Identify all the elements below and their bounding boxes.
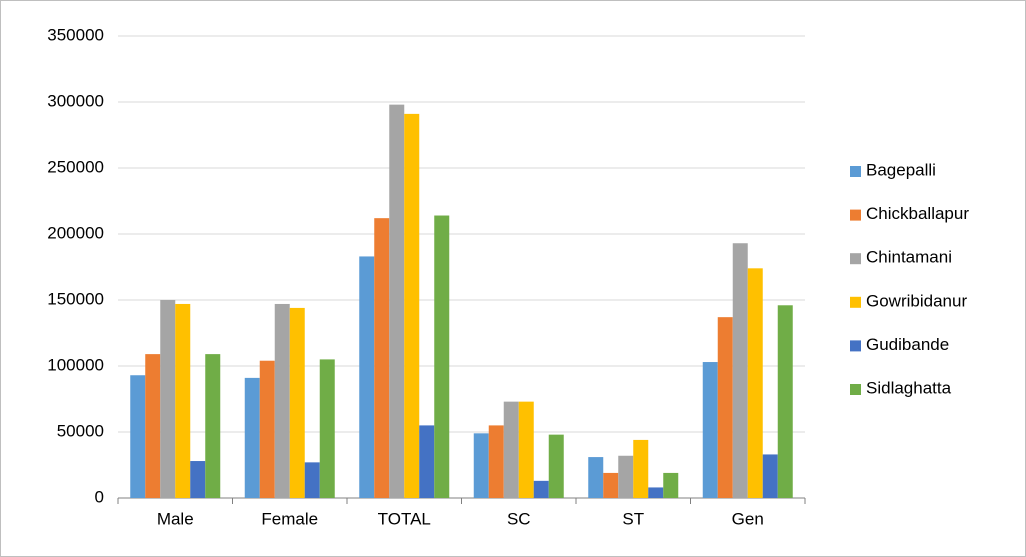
y-tick-label: 150000 — [47, 289, 104, 308]
bar — [289, 307, 305, 498]
bar — [190, 461, 206, 498]
bar — [244, 377, 260, 498]
x-tick-label: Female — [261, 509, 318, 528]
legend-swatch — [850, 296, 861, 308]
bar — [648, 487, 664, 498]
legend-label: Bagepalli — [866, 160, 936, 179]
bar — [419, 425, 435, 498]
bar — [548, 434, 564, 498]
legend-label: Chintamani — [866, 248, 952, 267]
bar — [259, 360, 275, 498]
bar — [319, 359, 335, 498]
bar — [618, 455, 634, 498]
bar — [503, 401, 519, 498]
x-tick-label: Male — [157, 509, 194, 528]
legend-swatch — [850, 209, 861, 221]
x-tick-label: ST — [622, 509, 644, 528]
legend-label: Sidlaghatta — [866, 378, 952, 397]
bar — [160, 300, 176, 498]
bar — [518, 401, 534, 498]
bar — [533, 480, 549, 498]
bar — [145, 354, 161, 498]
bar — [747, 268, 763, 498]
bar — [389, 104, 405, 498]
y-tick-label: 250000 — [47, 157, 104, 176]
legend-swatch — [850, 384, 861, 395]
bar — [488, 425, 504, 498]
y-tick-label: 0 — [95, 487, 104, 506]
bar — [732, 243, 748, 498]
bar — [762, 454, 778, 498]
x-tick-label: TOTAL — [378, 509, 431, 528]
bar — [663, 472, 679, 498]
legend-swatch — [850, 253, 861, 265]
bar — [633, 439, 649, 498]
y-tick-label: 100000 — [47, 355, 104, 374]
x-tick-label: SC — [507, 509, 531, 528]
x-tick-label: Gen — [732, 509, 764, 528]
y-tick-label: 50000 — [57, 421, 104, 440]
bar — [777, 305, 793, 498]
bar — [205, 354, 221, 498]
bar — [274, 303, 290, 498]
bar — [434, 215, 450, 498]
legend-swatch — [850, 340, 861, 352]
legend-swatch — [850, 166, 861, 177]
legend-label: Gudibande — [866, 335, 949, 354]
bar — [588, 457, 604, 498]
bar — [603, 472, 619, 498]
bar — [717, 317, 733, 498]
bar — [473, 433, 489, 498]
bar — [359, 256, 375, 498]
y-tick-label: 200000 — [47, 223, 104, 242]
bar — [404, 113, 420, 498]
bar — [374, 218, 390, 498]
bar — [175, 303, 191, 498]
legend-label: Chickballapur — [866, 204, 969, 223]
y-tick-label: 350000 — [47, 25, 104, 44]
bar — [130, 375, 146, 498]
bar — [702, 362, 718, 498]
y-tick-label: 300000 — [47, 91, 104, 110]
bar — [304, 462, 320, 498]
legend-label: Gowribidanur — [866, 291, 967, 310]
